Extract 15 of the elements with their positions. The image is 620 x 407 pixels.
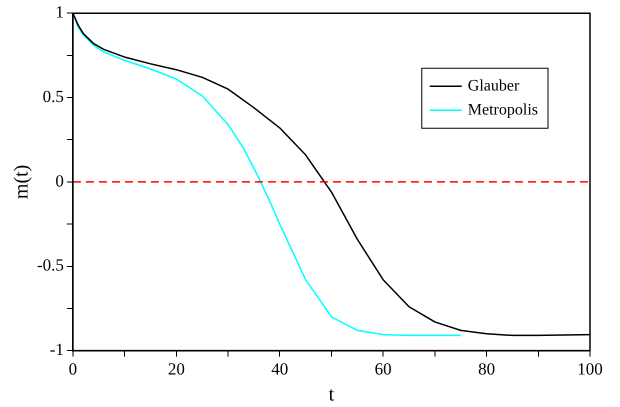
x-tick-label: 0 bbox=[68, 359, 78, 378]
y-tick-label: -0.5 bbox=[36, 256, 64, 275]
x-tick-label: 40 bbox=[271, 359, 288, 378]
legend-label: Metropolis bbox=[468, 101, 538, 118]
y-tick-label: 0.5 bbox=[42, 87, 64, 106]
x-tick-label: 20 bbox=[168, 359, 185, 378]
x-tick-label: 100 bbox=[577, 359, 603, 378]
y-tick-label: 1 bbox=[55, 2, 64, 22]
x-axis-title: t bbox=[328, 383, 335, 406]
y-tick-label: 0 bbox=[55, 171, 64, 190]
x-tick-label: 80 bbox=[478, 359, 496, 378]
y-tick-label: -1 bbox=[50, 340, 64, 360]
legend-label: Glauber bbox=[468, 77, 520, 94]
y-axis-title: m(t) bbox=[10, 164, 32, 200]
x-tick-label: 60 bbox=[374, 359, 392, 378]
